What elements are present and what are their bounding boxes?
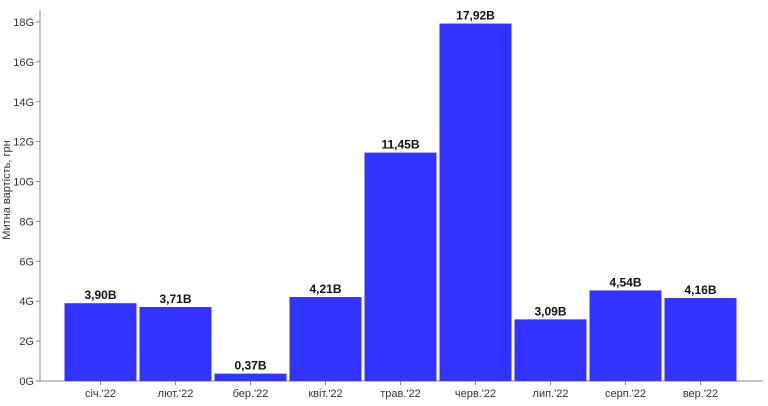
bar bbox=[289, 297, 362, 381]
y-tick-label: 6G bbox=[19, 256, 34, 268]
bar bbox=[139, 306, 212, 381]
bar bbox=[589, 290, 662, 381]
y-tick-label: 16G bbox=[13, 57, 34, 69]
bar-value-label: 3,09B bbox=[534, 304, 566, 318]
x-tick-label: серп.'22 bbox=[605, 388, 646, 400]
bar-value-label: 3,71B bbox=[159, 292, 191, 306]
bar bbox=[439, 23, 512, 381]
x-tick-label: січ.'22 bbox=[85, 388, 116, 400]
x-tick-label: лип.'22 bbox=[533, 388, 569, 400]
x-tick-label: лют.'22 bbox=[158, 388, 194, 400]
bar-value-label: 0,37B bbox=[234, 359, 266, 373]
x-tick-label: квіт.'22 bbox=[308, 388, 342, 400]
y-tick-label: 14G bbox=[13, 97, 34, 109]
y-tick-label: 10G bbox=[13, 177, 34, 189]
bar-value-label: 3,90B bbox=[84, 288, 116, 302]
y-axis-title: Митна вартість, грн bbox=[1, 140, 13, 239]
bar bbox=[364, 152, 437, 381]
bar bbox=[64, 303, 137, 381]
bar bbox=[514, 319, 587, 381]
y-tick-label: 0G bbox=[19, 376, 34, 388]
y-tick-label: 2G bbox=[19, 336, 34, 348]
bar-value-label: 4,21B bbox=[309, 282, 341, 296]
x-tick-label: бер.'22 bbox=[233, 388, 269, 400]
x-tick-label: трав.'22 bbox=[380, 388, 421, 400]
y-tick-label: 8G bbox=[19, 216, 34, 228]
x-tick-label: вер.'22 bbox=[683, 388, 718, 400]
bar-value-label: 17,92B bbox=[456, 9, 495, 23]
bar-value-label: 4,16B bbox=[684, 283, 716, 297]
plot-area: 0G 2G 4G 6G 8G 10G 12G 14G 16G 18G 3,90B січ.'22 3,7… bbox=[13, 9, 763, 400]
bar bbox=[214, 373, 287, 381]
bar-value-label: 4,54B bbox=[609, 275, 641, 289]
bar bbox=[664, 298, 737, 381]
x-tick-label: черв.'22 bbox=[455, 388, 496, 400]
y-tick-label: 18G bbox=[13, 17, 34, 29]
bar-value-label: 11,45B bbox=[381, 138, 419, 152]
y-tick-label: 12G bbox=[13, 137, 34, 149]
y-tick-label: 4G bbox=[19, 296, 34, 308]
